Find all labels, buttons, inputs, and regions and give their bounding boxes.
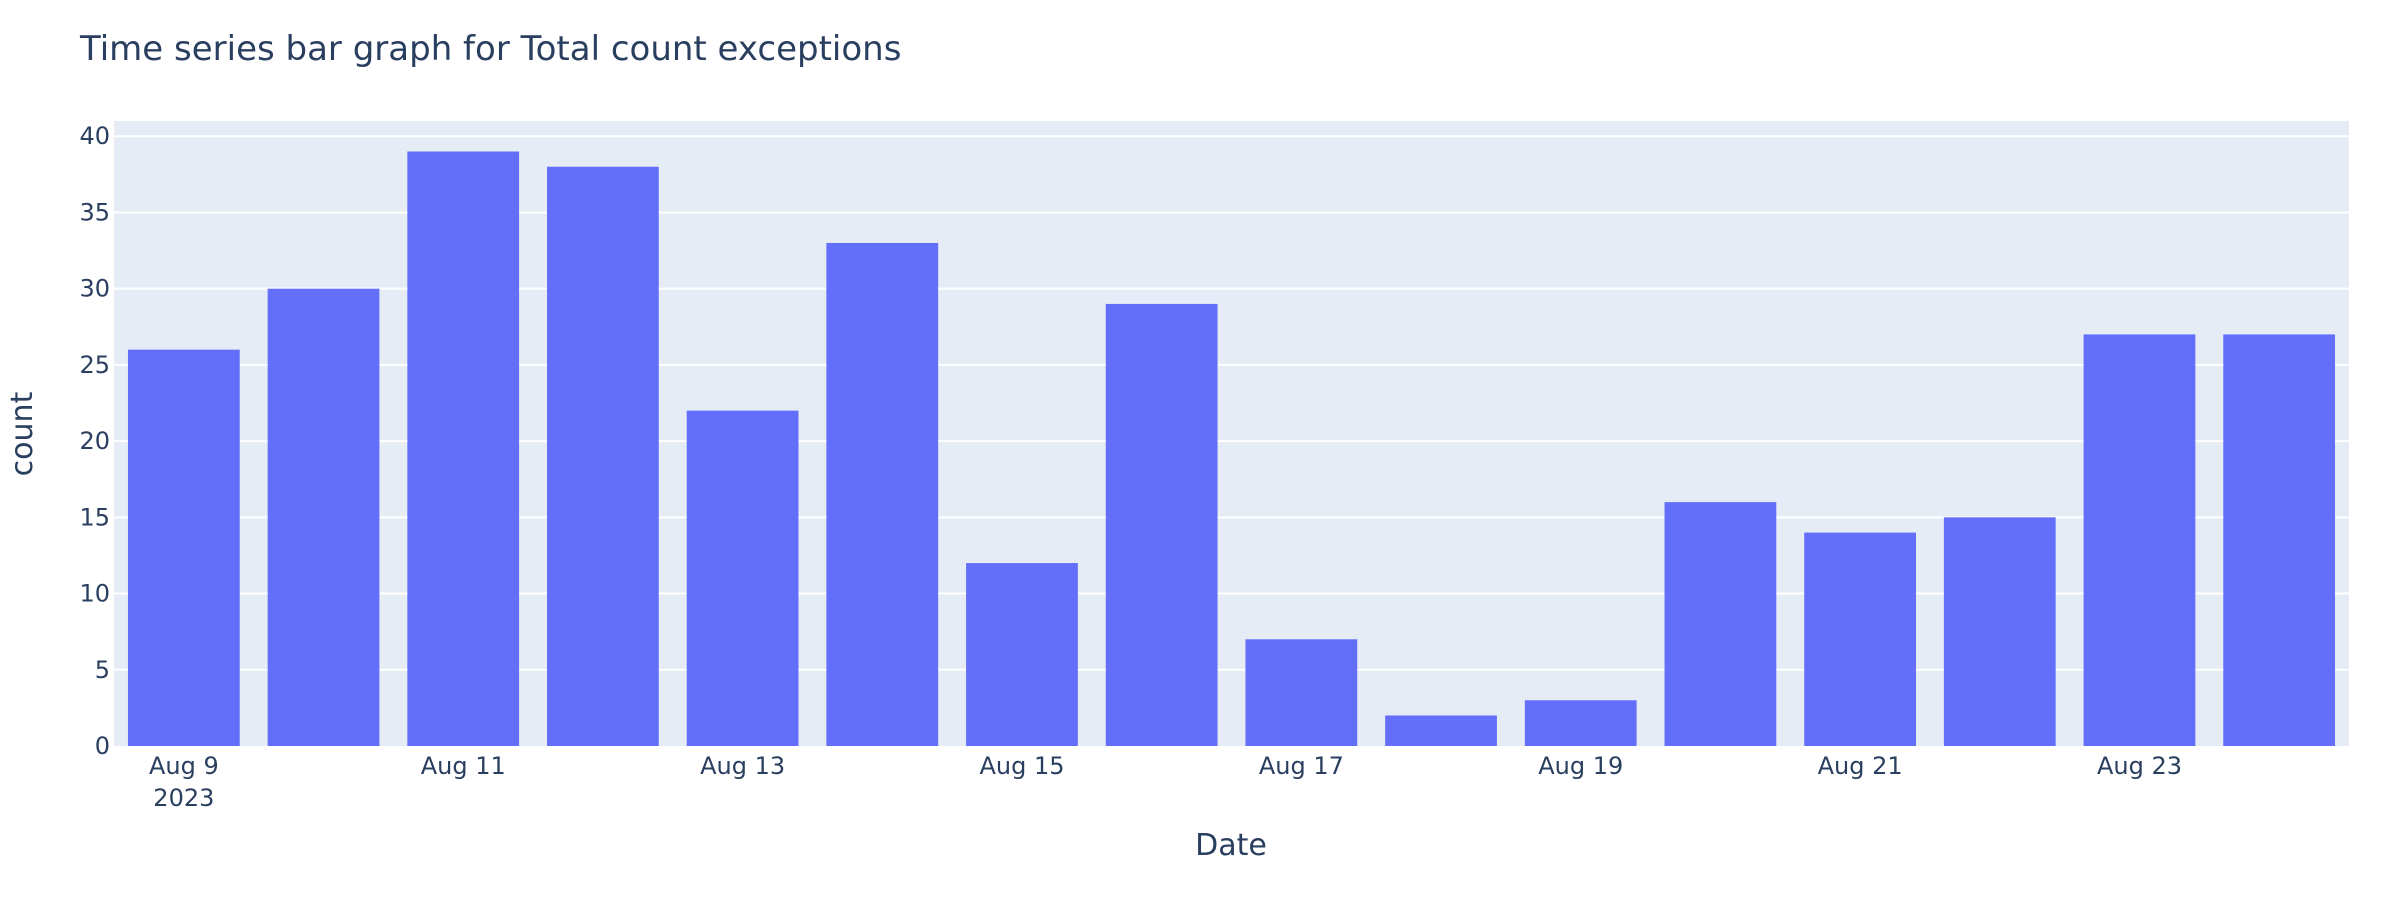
x-tick-label: Aug 13 <box>700 752 785 780</box>
y-axis-title: count <box>5 391 40 476</box>
x-tick-label: Aug 11 <box>421 752 506 780</box>
y-tick-label: 25 <box>79 351 110 379</box>
y-tick-label: 15 <box>79 503 110 531</box>
bar[interactable] <box>1524 700 1637 746</box>
y-tick-label: 40 <box>79 122 110 150</box>
y-tick-label: 10 <box>79 580 110 608</box>
x-tick-label: Aug 17 <box>1259 752 1344 780</box>
bar[interactable] <box>686 410 799 746</box>
bar[interactable] <box>127 349 240 746</box>
x-tick-label: Aug 19 <box>1538 752 1623 780</box>
bar[interactable] <box>826 242 939 746</box>
x-tick-label: Aug 9 <box>149 752 219 780</box>
x-axis-ticks: Aug 9 2023 Aug 11 Aug 13 Aug 15 Aug 17 Aug 19 A… <box>149 752 2182 812</box>
bar[interactable] <box>1664 502 1777 746</box>
bar[interactable] <box>547 166 659 747</box>
chart-title: Time series bar graph for Total count ex… <box>79 29 901 69</box>
x-tick-label: Aug 15 <box>979 752 1064 780</box>
bar[interactable] <box>1804 532 1916 746</box>
y-axis-ticks: 0 5 10 15 20 25 30 35 40 <box>79 122 110 760</box>
bar[interactable] <box>267 288 380 746</box>
bar[interactable] <box>966 563 1078 746</box>
bar[interactable] <box>1105 303 1218 746</box>
bar[interactable] <box>1245 639 1358 746</box>
x-axis-title: Date <box>1195 828 1267 863</box>
x-tick-year-label: 2023 <box>153 784 214 812</box>
x-tick-label: Aug 23 <box>2097 752 2182 780</box>
bar[interactable] <box>1943 517 2056 746</box>
y-tick-label: 0 <box>95 732 110 760</box>
y-tick-label: 20 <box>79 427 110 455</box>
y-tick-label: 35 <box>79 198 110 226</box>
bar[interactable] <box>2223 334 2336 746</box>
bar[interactable] <box>2083 334 2196 746</box>
bar[interactable] <box>407 151 520 747</box>
bars <box>127 151 2336 747</box>
y-tick-label: 30 <box>79 275 110 303</box>
x-tick-label: Aug 21 <box>1818 752 1903 780</box>
y-tick-label: 5 <box>95 656 110 684</box>
bar[interactable] <box>1385 715 1497 746</box>
